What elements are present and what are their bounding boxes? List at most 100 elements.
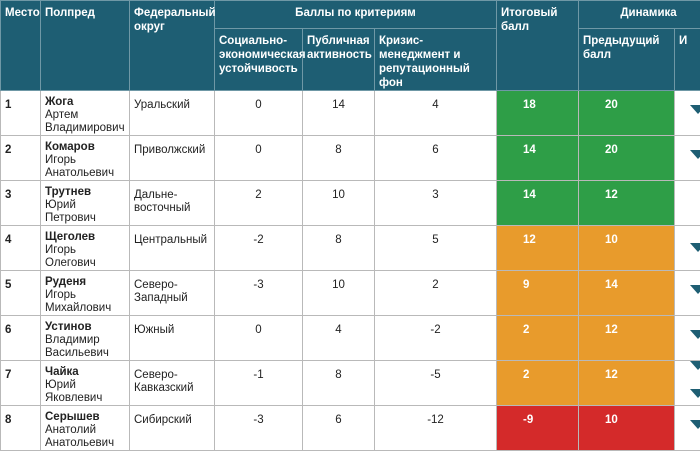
arrow-down-icon (690, 285, 700, 294)
row-envoy: Трутнев Юрий Петрович (40, 180, 130, 226)
row-envoy: Жога Артем Владимирович (40, 90, 130, 136)
arrow-down-icon (690, 420, 700, 429)
table-row: 8 Серышев Анатолий Анатольевич Сибирский -3 6… (0, 405, 700, 451)
row-final-score: 2 (496, 360, 579, 406)
row-econ-score: -3 (214, 270, 303, 316)
table-row: 6 Устинов Владимир Васильевич Южный 0 4 -2 2 12 (0, 315, 700, 361)
envoy-surname: Трутнев (45, 186, 92, 198)
row-crisis-score: -5 (374, 360, 497, 406)
row-previous-score: 12 (578, 315, 675, 361)
row-district: Приволжский (129, 135, 215, 181)
table-row: 3 Трутнев Юрий Петрович Дальне-восточный 2 10… (0, 180, 700, 226)
envoy-given-names: Юрий Яковлевич (45, 379, 103, 404)
header-criteria: Баллы по критериям (214, 0, 497, 29)
row-final-score: 12 (496, 225, 579, 271)
row-dynamics (674, 315, 700, 361)
envoy-given-names: Игорь Анатольевич (45, 154, 115, 179)
rating-table: Место Полпред Федеральный округ Баллы по… (0, 0, 700, 451)
row-place: 5 (0, 270, 41, 316)
row-district: Центральный (129, 225, 215, 271)
envoy-given-names: Владимир Васильевич (45, 334, 109, 359)
row-public-score: 10 (302, 180, 375, 226)
table-row: 4 Щеголев Игорь Олегович Центральный -2 8 5 12 1… (0, 225, 700, 271)
envoy-given-names: Игорь Михайлович (45, 289, 112, 314)
header-dynamics: Динамика (578, 0, 700, 29)
row-public-score: 8 (302, 225, 375, 271)
row-crisis-score: -12 (374, 405, 497, 451)
envoy-surname: Чайка (45, 366, 79, 378)
table-row: 7 Чайка Юрий Яковлевич Северо-Кавказский -1 8… (0, 360, 700, 406)
row-final-score: 14 (496, 135, 579, 181)
row-place: 3 (0, 180, 41, 226)
row-district: Дальне-восточный (129, 180, 215, 226)
row-dynamics (674, 405, 700, 451)
envoy-surname: Жога (45, 96, 74, 108)
row-envoy: Устинов Владимир Васильевич (40, 315, 130, 361)
row-final-score: 18 (496, 90, 579, 136)
header-final: Итоговый балл (496, 0, 579, 91)
arrow-down-icon (690, 330, 700, 339)
table-row: 1 Жога Артем Владимирович Уральский 0 14 4 18 20 (0, 90, 700, 136)
row-place: 4 (0, 225, 41, 271)
row-previous-score: 12 (578, 360, 675, 406)
header-place: Место (0, 0, 41, 91)
row-envoy: Серышев Анатолий Анатольевич (40, 405, 130, 451)
row-place: 2 (0, 135, 41, 181)
row-envoy: Комаров Игорь Анатольевич (40, 135, 130, 181)
arrow-down-icon (690, 243, 700, 252)
row-final-score: 2 (496, 315, 579, 361)
row-econ-score: 2 (214, 180, 303, 226)
row-place: 1 (0, 90, 41, 136)
row-public-score: 4 (302, 315, 375, 361)
row-econ-score: -1 (214, 360, 303, 406)
row-econ-score: 0 (214, 315, 303, 361)
row-crisis-score: 3 (374, 180, 497, 226)
envoy-given-names: Игорь Олегович (45, 244, 96, 269)
row-public-score: 14 (302, 90, 375, 136)
envoy-given-names: Юрий Петрович (45, 199, 96, 224)
header-previous: Предыдущий балл (578, 28, 675, 91)
row-envoy: Щеголев Игорь Олегович (40, 225, 130, 271)
envoy-surname: Щеголев (45, 231, 96, 243)
row-place: 8 (0, 405, 41, 451)
row-previous-score: 20 (578, 135, 675, 181)
header-district: Федеральный округ (129, 0, 216, 91)
row-previous-score: 10 (578, 405, 675, 451)
arrow-down-icon (690, 389, 700, 398)
arrow-down-icon (690, 105, 700, 114)
arrow-down-icon (690, 361, 700, 370)
header-crisis: Кризис-менеджмент и репутационный фон (374, 28, 497, 91)
row-dynamics (674, 360, 700, 406)
row-previous-score: 12 (578, 180, 675, 226)
row-dynamics (674, 135, 700, 181)
row-econ-score: -2 (214, 225, 303, 271)
row-final-score: -9 (496, 405, 579, 451)
row-dynamics (674, 180, 700, 226)
row-crisis-score: 5 (374, 225, 497, 271)
arrow-down-icon (690, 150, 700, 159)
header-partial: И (674, 28, 700, 91)
row-district: Северо-Кавказский (129, 360, 215, 406)
header-envoy: Полпред (40, 0, 130, 91)
row-place: 7 (0, 360, 41, 406)
envoy-surname: Руденя (45, 276, 87, 288)
header-econ: Социально-экономическая устойчивость (214, 28, 306, 91)
row-district: Северо-Западный (129, 270, 215, 316)
header-row-bottom: Социально-экономическая устойчивость Пуб… (1, 28, 700, 91)
row-district: Уральский (129, 90, 215, 136)
row-final-score: 9 (496, 270, 579, 316)
envoy-given-names: Анатолий Анатольевич (45, 424, 115, 449)
row-envoy: Чайка Юрий Яковлевич (40, 360, 130, 406)
table-row: 2 Комаров Игорь Анатольевич Приволжский 0 8 6 1… (0, 135, 700, 181)
row-dynamics (674, 90, 700, 136)
row-econ-score: -3 (214, 405, 303, 451)
row-public-score: 8 (302, 360, 375, 406)
row-district: Южный (129, 315, 215, 361)
row-envoy: Руденя Игорь Михайлович (40, 270, 130, 316)
row-crisis-score: 4 (374, 90, 497, 136)
row-public-score: 6 (302, 405, 375, 451)
table-row: 5 Руденя Игорь Михайлович Северо-Западный -3… (0, 270, 700, 316)
table-body: 1 Жога Артем Владимирович Уральский 0 14 4 18 20… (0, 90, 700, 451)
row-previous-score: 14 (578, 270, 675, 316)
